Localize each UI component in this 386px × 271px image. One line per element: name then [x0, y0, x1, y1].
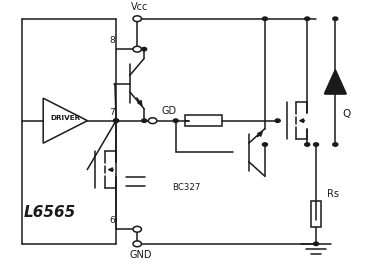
Circle shape	[305, 17, 310, 20]
Text: BC327: BC327	[172, 183, 200, 192]
Circle shape	[173, 119, 178, 122]
Circle shape	[133, 241, 141, 247]
Text: GND: GND	[130, 250, 152, 260]
Circle shape	[142, 119, 147, 122]
Circle shape	[142, 47, 147, 51]
Circle shape	[305, 143, 310, 146]
Circle shape	[133, 46, 141, 52]
Circle shape	[313, 143, 318, 146]
Polygon shape	[325, 70, 346, 93]
Circle shape	[333, 143, 338, 146]
Circle shape	[148, 118, 157, 124]
Circle shape	[313, 242, 318, 246]
Text: DRIVER: DRIVER	[50, 115, 80, 121]
Text: Vcc: Vcc	[130, 2, 148, 12]
Circle shape	[113, 119, 119, 122]
Text: 7: 7	[110, 108, 115, 117]
Text: Rs: Rs	[327, 189, 339, 199]
Text: GD: GD	[161, 106, 176, 116]
Circle shape	[133, 226, 141, 232]
Circle shape	[113, 119, 119, 122]
Bar	[185, 115, 222, 126]
Circle shape	[333, 17, 338, 20]
Text: 8: 8	[110, 36, 115, 45]
Circle shape	[133, 16, 141, 22]
Circle shape	[262, 143, 267, 146]
Bar	[311, 201, 322, 227]
Text: 6: 6	[110, 216, 115, 225]
Text: L6565: L6565	[24, 205, 76, 220]
Circle shape	[275, 119, 280, 122]
Text: Q: Q	[342, 109, 350, 119]
Circle shape	[262, 17, 267, 20]
